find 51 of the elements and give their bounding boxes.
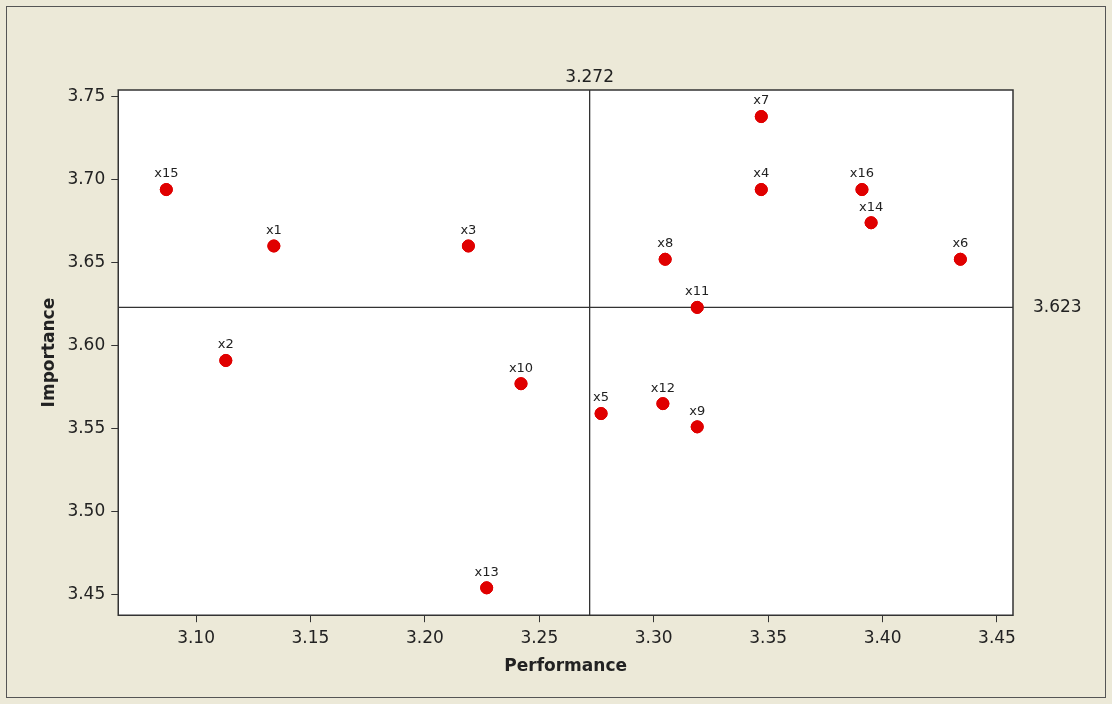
point (267, 239, 281, 253)
point (594, 407, 608, 421)
x-tick-label: 3.45 (978, 626, 1016, 647)
point (461, 239, 475, 253)
annotation: x16 (849, 165, 875, 181)
annotation: x13 (474, 563, 499, 579)
point (690, 420, 704, 434)
annotation: x3 (460, 221, 477, 237)
y-tick-label: 3.70 (67, 168, 106, 189)
ref-line-label: 3.623 (1033, 295, 1082, 316)
x-tick-label: 3.20 (405, 626, 444, 647)
point (219, 353, 233, 367)
point (480, 581, 494, 595)
y-tick-label: 3.75 (67, 85, 106, 106)
y-tick-label: 3.60 (67, 333, 106, 354)
x-tick-label: 3.35 (749, 626, 788, 647)
point (953, 252, 967, 266)
x-tick-label: 3.40 (863, 626, 902, 647)
y-tick-label: 3.45 (67, 582, 106, 603)
x-tick-label: 3.25 (520, 626, 559, 647)
y-tick-label: 3.65 (67, 251, 106, 271)
annotation: x7 (753, 92, 770, 108)
y-tick-label: 3.50 (67, 499, 106, 520)
point (855, 183, 869, 197)
point (690, 300, 704, 314)
x-axis-title: Performance (504, 655, 627, 676)
x-tick-label: 3.15 (291, 626, 330, 647)
ref-line-label: 3.272 (565, 65, 614, 86)
annotation: x8 (657, 235, 674, 251)
annotation: x9 (689, 402, 706, 418)
x-tick-label: 3.10 (177, 626, 215, 647)
annotation: x5 (593, 389, 610, 405)
point (514, 377, 528, 391)
y-axis-title: Importance (37, 297, 58, 408)
annotation: x1 (265, 221, 282, 237)
point (754, 110, 768, 124)
annotation: x12 (650, 379, 676, 395)
point (754, 183, 768, 197)
annotation: x15 (154, 165, 179, 181)
annotation: x14 (859, 198, 884, 214)
annotation: x4 (753, 165, 770, 181)
annotation: x6 (952, 235, 969, 251)
point (864, 216, 878, 230)
point (159, 183, 173, 197)
point (658, 252, 672, 266)
annotation: x2 (217, 336, 234, 352)
annotation: x10 (508, 359, 534, 375)
annotation: x11 (685, 283, 710, 299)
point (656, 397, 670, 411)
y-tick-label: 3.55 (67, 416, 106, 437)
x-tick-label: 3.30 (634, 626, 673, 647)
